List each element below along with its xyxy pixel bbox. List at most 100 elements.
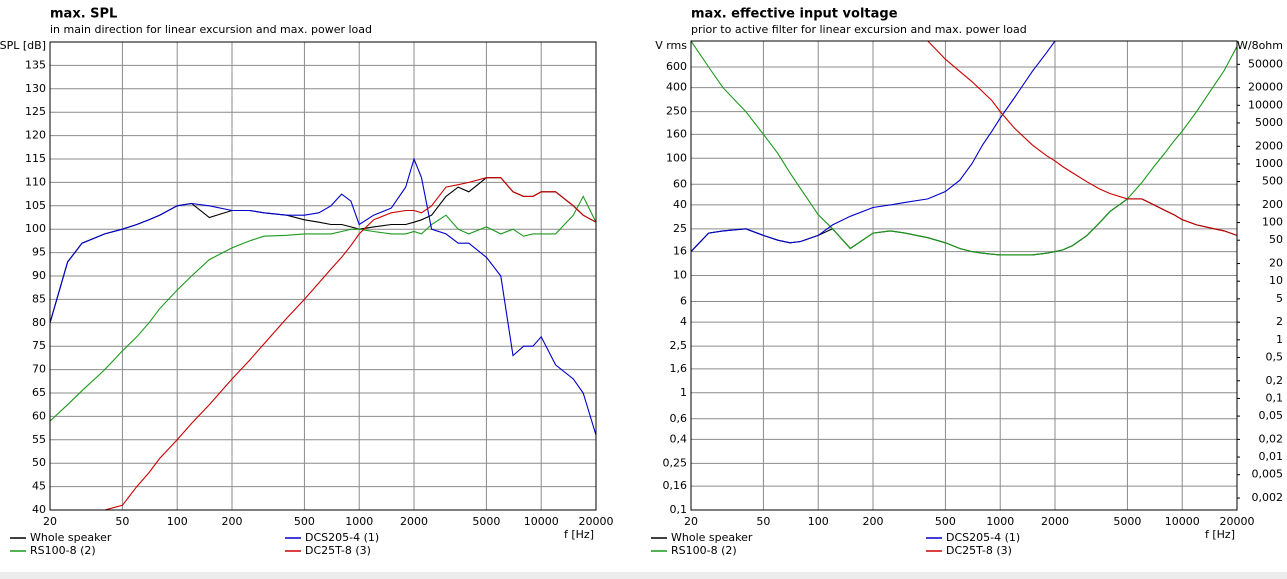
x-tick-label: 2000 (1041, 515, 1069, 528)
y-tick-label: 95 (32, 246, 46, 259)
y-tick-label: 100 (666, 151, 687, 164)
x-tick-label: 5000 (472, 515, 500, 528)
y-tick-label: 0,25 (663, 456, 688, 469)
y2-tick-label: 0,002 (1252, 491, 1284, 504)
series-line (691, 41, 1237, 256)
y2-tick-label: 20000 (1248, 81, 1283, 94)
chart-subtitle: prior to active filter for linear excurs… (691, 23, 1027, 36)
x-tick-label: 100 (167, 515, 188, 528)
chart-subtitle: in main direction for linear excursion a… (50, 23, 372, 36)
series-line (50, 195, 596, 422)
y-tick-label: 1 (680, 386, 687, 399)
y-tick-label: 65 (32, 386, 46, 399)
x-tick-label: 20000 (1220, 515, 1255, 528)
x-axis-label: f [Hz] (564, 528, 594, 541)
y-tick-label: 40 (673, 198, 687, 211)
series-line (691, 41, 1237, 236)
y2-tick-label: 50 (1269, 233, 1283, 246)
y-tick-label: 400 (666, 81, 687, 94)
y-tick-label: 0,1 (670, 503, 688, 516)
y-tick-label: 1,6 (670, 362, 688, 375)
y-tick-label: 115 (25, 152, 46, 165)
series-line (691, 41, 1237, 252)
x-tick-label: 50 (756, 515, 770, 528)
y-tick-label: 60 (32, 409, 46, 422)
legend-label: DCS205-4 (1) (305, 531, 379, 544)
y2-tick-label: 2 (1276, 315, 1283, 328)
y-tick-label: 50 (32, 456, 46, 469)
y-axis-label: V rms (655, 39, 687, 52)
plot-border (49, 41, 597, 511)
x-tick-label: 20 (684, 515, 698, 528)
y2-tick-label: 1 (1276, 333, 1283, 346)
y-tick-label: 250 (666, 105, 687, 118)
x-tick-label: 50 (115, 515, 129, 528)
legend-label: RS100-8 (2) (30, 544, 96, 557)
y-tick-label: 600 (666, 60, 687, 73)
y-tick-label: 0,6 (670, 412, 688, 425)
y2-tick-label: 0,5 (1266, 350, 1284, 363)
x-tick-label: 20 (43, 515, 57, 528)
y-tick-label: 120 (25, 129, 46, 142)
y-tick-label: 0,4 (670, 432, 688, 445)
x-tick-label: 20000 (579, 515, 614, 528)
plot-border (690, 40, 1238, 511)
x-tick-label: 10000 (1165, 515, 1200, 528)
status-strip (0, 572, 1287, 579)
legend-label: DCS205-4 (1) (946, 531, 1020, 544)
x-tick-label: 200 (222, 515, 243, 528)
x-tick-label: 5000 (1113, 515, 1141, 528)
y2-tick-label: 1000 (1255, 157, 1283, 170)
series-group (691, 41, 1237, 256)
legend-label: RS100-8 (2) (671, 544, 737, 557)
y-tick-label: 125 (25, 105, 46, 118)
chart-title: max. SPL (50, 7, 117, 22)
y2-tick-label: 0,01 (1259, 450, 1284, 463)
y2-tick-label: 100 (1262, 216, 1283, 229)
y-tick-label: 90 (32, 269, 46, 282)
legend-label: DC25T-8 (3) (305, 544, 371, 557)
y-tick-label: 100 (25, 222, 46, 235)
y-tick-label: 10 (673, 269, 687, 282)
legend-label: DC25T-8 (3) (946, 544, 1012, 557)
y-tick-label: 4 (680, 315, 687, 328)
y-axis-label: SPL [dB] (0, 39, 46, 52)
y2-tick-label: 10 (1269, 274, 1283, 287)
y-tick-label: 0,16 (663, 479, 688, 492)
x-tick-label: 1000 (986, 515, 1014, 528)
y-tick-label: 2,5 (670, 339, 688, 352)
y2-tick-label: 0,1 (1266, 391, 1284, 404)
y-tick-label: 130 (25, 82, 46, 95)
x-tick-label: 200 (863, 515, 884, 528)
x-tick-label: 500 (294, 515, 315, 528)
y2-axis-label: W/8ohm (1237, 39, 1283, 52)
y-tick-label: 105 (25, 199, 46, 212)
legend-label: Whole speaker (671, 531, 753, 544)
y2-tick-label: 5000 (1255, 116, 1283, 129)
x-tick-label: 10000 (524, 515, 559, 528)
y2-tick-label: 50000 (1248, 57, 1283, 70)
x-tick-label: 2000 (400, 515, 428, 528)
y-tick-label: 80 (32, 316, 46, 329)
y-tick-label: 45 (32, 480, 46, 493)
x-tick-label: 500 (935, 515, 956, 528)
y2-tick-label: 5 (1276, 292, 1283, 305)
y-tick-label: 40 (32, 503, 46, 516)
series-line (50, 157, 596, 436)
y-tick-label: 70 (32, 363, 46, 376)
y-tick-label: 25 (673, 222, 687, 235)
y-tick-label: 60 (673, 177, 687, 190)
y2-tick-label: 0,05 (1259, 409, 1284, 422)
x-axis-label: f [Hz] (1205, 528, 1235, 541)
y-tick-label: 160 (666, 127, 687, 140)
y2-tick-label: 200 (1262, 198, 1283, 211)
y2-tick-label: 0,02 (1259, 432, 1284, 445)
y-tick-label: 75 (32, 339, 46, 352)
y-tick-label: 85 (32, 292, 46, 305)
y2-tick-label: 500 (1262, 175, 1283, 188)
y2-tick-label: 20 (1269, 257, 1283, 270)
chart-title: max. effective input voltage (691, 7, 898, 22)
legend-label: Whole speaker (30, 531, 112, 544)
y-tick-label: 110 (25, 175, 46, 188)
